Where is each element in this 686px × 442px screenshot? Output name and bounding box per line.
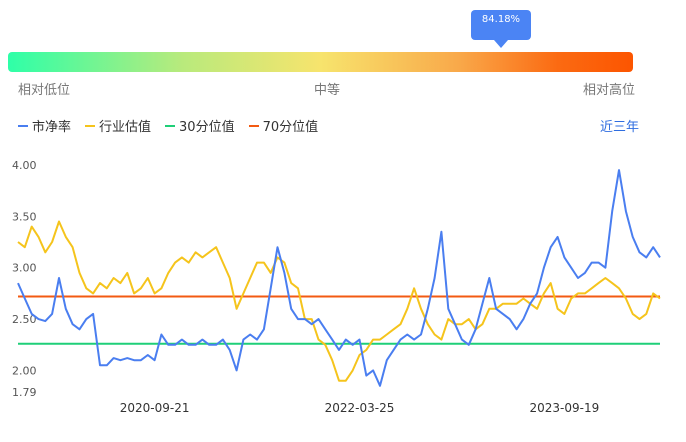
pb-series-line xyxy=(17,169,661,387)
period-selector[interactable]: 近三年 xyxy=(600,120,640,135)
legend-label-pb: 市净率 xyxy=(32,120,72,135)
legend-swatch-p30 xyxy=(165,124,176,127)
y-axis: 4.00 3.50 3.00 2.50 2.00 1.79 xyxy=(12,159,37,399)
y-tick-label: 3.00 xyxy=(12,262,37,275)
y-tick-label: 3.50 xyxy=(12,210,37,223)
legend-label-industry: 行业估值 xyxy=(99,120,152,135)
y-tick-label: 1.79 xyxy=(12,386,37,399)
legend-item-pb[interactable]: 市净率 xyxy=(18,116,71,135)
y-tick-label: 2.00 xyxy=(12,364,37,377)
percentile-gauge-bar xyxy=(8,52,633,72)
legend-item-p30[interactable]: 30分位值 xyxy=(165,116,235,135)
gauge-low-label: 相对低位 xyxy=(18,83,71,98)
tooltip-arrow-icon xyxy=(494,40,508,48)
legend-label-p30: 30分位值 xyxy=(179,120,235,135)
percentile-value: 84.18% xyxy=(481,14,521,25)
x-tick-label: 2023-09-19 xyxy=(530,401,600,415)
legend-label-p70: 70分位值 xyxy=(262,120,319,135)
legend-swatch-industry xyxy=(85,124,96,127)
percentile-tooltip: 84.18% xyxy=(471,10,531,48)
legend-swatch-pb xyxy=(18,124,28,127)
x-axis: 2020-09-21 2022-03-25 2023-09-19 xyxy=(120,401,600,415)
y-tick-label: 4.00 xyxy=(12,159,37,172)
legend-swatch-p70 xyxy=(248,124,259,127)
chart-lines xyxy=(17,169,661,387)
gauge-high-label: 相对高位 xyxy=(583,83,636,98)
legend-item-p70[interactable]: 70分位值 xyxy=(248,116,319,135)
x-tick-label: 2020-09-21 xyxy=(120,401,190,415)
industry-series-line xyxy=(17,220,661,382)
x-tick-label: 2022-03-25 xyxy=(325,401,395,415)
gauge-mid-label: 中等 xyxy=(314,83,341,98)
chart-legend: 市净率 行业估值 30分位值 70分位值 xyxy=(18,116,318,135)
legend-item-industry[interactable]: 行业估值 xyxy=(85,116,151,135)
y-tick-label: 2.50 xyxy=(12,313,37,326)
